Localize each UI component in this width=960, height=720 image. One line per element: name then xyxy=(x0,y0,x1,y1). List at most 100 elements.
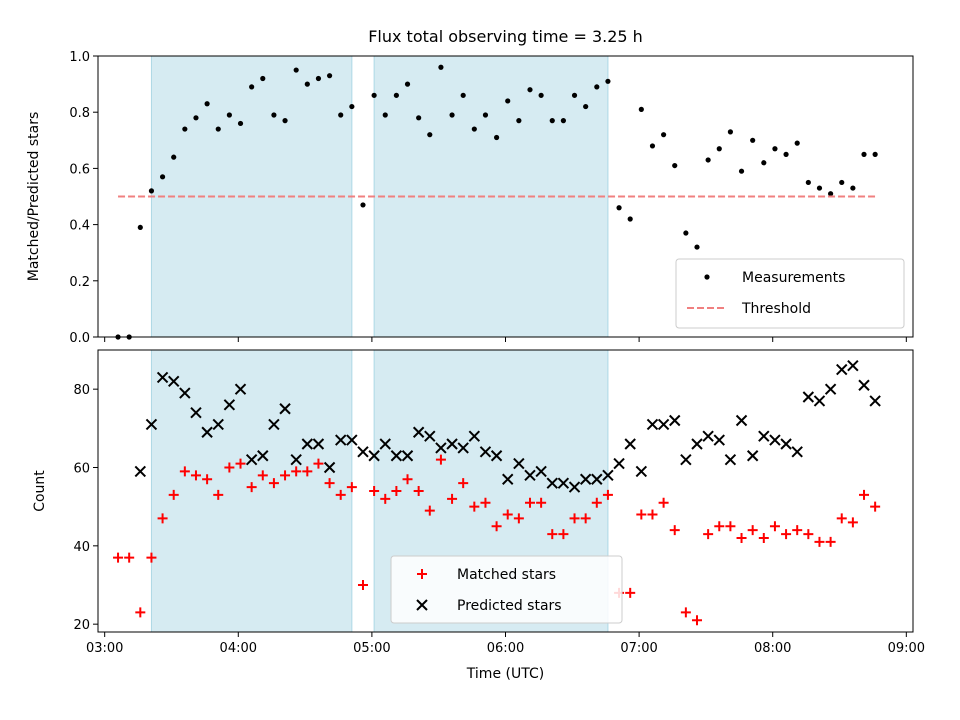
x-tick-label: 09:00 xyxy=(888,641,925,656)
measurement-point xyxy=(204,101,210,107)
predicted-star-point xyxy=(502,473,514,485)
predicted-star-point xyxy=(624,438,636,450)
matched-star-point xyxy=(658,497,669,508)
predicted-star-point xyxy=(234,383,247,395)
series-measurements xyxy=(115,64,878,340)
legend-entry-label: Threshold xyxy=(741,301,811,317)
legend-marker xyxy=(704,274,710,280)
predicted-star-point xyxy=(513,457,525,470)
y-tick-label: 60 xyxy=(73,462,90,477)
matched-star-point xyxy=(447,493,458,504)
matched-star-point xyxy=(480,497,491,508)
measurement-point xyxy=(605,78,611,84)
matched-star-point xyxy=(424,505,435,516)
legend-entry-label: Predicted stars xyxy=(457,598,562,614)
y-tick-label: 0.2 xyxy=(69,275,90,290)
matched-star-point xyxy=(491,521,502,532)
matched-star-point xyxy=(524,497,535,508)
matched-star-point xyxy=(357,580,368,590)
x-axis-label: Time (UTC) xyxy=(466,666,544,682)
legend-marker xyxy=(416,599,428,611)
matched-star-point xyxy=(692,615,703,626)
matched-star-point xyxy=(680,607,691,618)
legend: Measurements Threshold xyxy=(675,258,905,329)
measurement-point xyxy=(304,81,310,87)
measurement-point xyxy=(460,92,466,98)
matched-star-point xyxy=(291,466,302,477)
predicted-star-point xyxy=(201,426,213,438)
matched-star-point xyxy=(792,525,803,536)
measurement-point xyxy=(215,126,221,132)
predicted-star-point xyxy=(713,434,725,446)
measurement-point xyxy=(416,115,422,121)
y-tick-label: 80 xyxy=(73,383,90,398)
predicted-star-point xyxy=(457,442,469,454)
predicted-star-point xyxy=(724,453,737,466)
legend-marker xyxy=(417,569,427,579)
predicted-star-point xyxy=(546,477,558,489)
measurement-point xyxy=(249,84,255,90)
predicted-star-point xyxy=(524,469,536,482)
measurement-point xyxy=(382,112,388,118)
y-tick-label: 40 xyxy=(73,540,90,555)
x-tick-label: 04:00 xyxy=(220,641,257,656)
matched-star-point xyxy=(747,525,758,536)
predicted-star-point xyxy=(769,434,781,446)
x-tick-label: 07:00 xyxy=(620,641,657,656)
matched-star-point xyxy=(268,478,279,489)
measurement-point xyxy=(360,202,366,208)
predicted-star-point xyxy=(758,430,770,442)
measurement-point xyxy=(293,67,299,73)
matched-star-point xyxy=(458,478,469,489)
matched-star-point xyxy=(769,521,780,532)
y-tick-label: 0.6 xyxy=(69,162,90,177)
predicted-star-point xyxy=(212,418,224,431)
predicted-star-point xyxy=(179,387,191,399)
matched-star-point xyxy=(781,529,792,540)
measurement-point xyxy=(683,230,689,236)
matched-star-point xyxy=(513,513,524,524)
predicted-star-point xyxy=(357,446,369,458)
predicted-star-point xyxy=(557,477,570,489)
matched-star-point xyxy=(257,470,268,481)
predicted-star-point xyxy=(335,434,347,446)
matched-star-point xyxy=(324,478,335,489)
matched-star-point xyxy=(725,521,736,532)
matched-star-point xyxy=(625,587,636,598)
matched-star-point xyxy=(836,513,847,524)
chart-title: Flux total observing time = 3.25 h xyxy=(368,27,643,46)
y-tick-label: 20 xyxy=(73,618,90,633)
measurement-point xyxy=(404,81,411,87)
matched-star-point xyxy=(235,458,246,469)
measurement-point xyxy=(482,112,489,118)
predicted-star-point xyxy=(869,395,881,407)
predicted-star-point xyxy=(657,418,670,431)
x-tick-label: 06:00 xyxy=(487,641,524,656)
predicted-star-point xyxy=(635,465,648,478)
matched-star-point xyxy=(547,529,558,540)
matched-star-point xyxy=(669,525,680,536)
matched-star-point xyxy=(391,486,402,496)
predicted-star-point xyxy=(479,446,492,458)
measurement-point xyxy=(638,106,644,112)
y-tick-label: 0.4 xyxy=(69,219,90,234)
matched-star-point xyxy=(179,466,190,477)
measurement-point xyxy=(282,118,288,124)
legend: Matched stars Predicted stars xyxy=(390,555,623,624)
measurement-point xyxy=(182,126,188,132)
predicted-star-point xyxy=(424,430,436,442)
legend-entry-label: Matched stars xyxy=(457,567,556,583)
matched-star-point xyxy=(469,501,480,512)
measurement-point xyxy=(627,216,633,222)
matched-star-point xyxy=(580,513,591,524)
measurement-point xyxy=(850,185,856,191)
y-axis-label: Matched/Predicted stars xyxy=(26,112,42,282)
measurement-point xyxy=(393,92,399,98)
predicted-star-point xyxy=(390,450,403,462)
measurement-point xyxy=(716,146,722,152)
predicted-star-point xyxy=(379,438,391,450)
matched-star-point xyxy=(335,489,346,500)
measurement-point xyxy=(839,179,845,186)
measurement-point xyxy=(438,64,444,70)
x-tick-label: 08:00 xyxy=(754,641,791,656)
